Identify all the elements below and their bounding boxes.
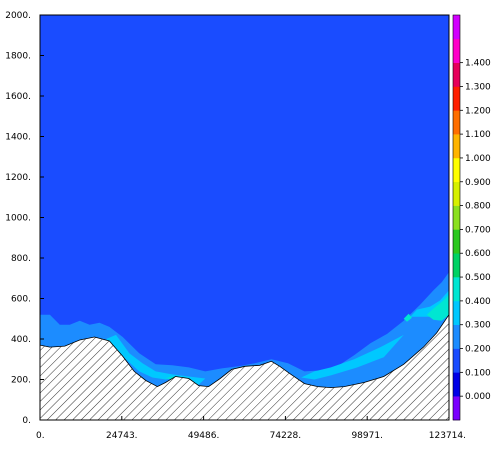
colorbar-label: 1.100 bbox=[465, 130, 491, 140]
colorbar-swatch bbox=[453, 372, 460, 397]
colorbar-swatch bbox=[453, 157, 460, 183]
contour-band-0-300-region bbox=[301, 334, 404, 380]
x-tick-label: 123714. bbox=[429, 431, 466, 441]
colorbar-label: 0.700 bbox=[465, 225, 491, 235]
y-tick-label: 0. bbox=[22, 416, 31, 426]
colorbar-swatch bbox=[453, 181, 460, 206]
colorbar-label: 0.300 bbox=[465, 321, 491, 331]
x-tick-label: 98971. bbox=[351, 431, 383, 441]
x-axis: 0. 24743. 49486. 74228. 98971. 123714. bbox=[36, 416, 466, 441]
colorbar-swatch bbox=[453, 110, 460, 135]
colorbar: 0.000 0.100 0.200 0.300 0.400 0.500 0.600 0.700… bbox=[452, 14, 491, 421]
colorbar-swatch bbox=[453, 300, 460, 325]
y-tick-label: 1600. bbox=[5, 92, 31, 102]
y-tick-label: 1800. bbox=[5, 52, 31, 62]
x-tick-label: 74228. bbox=[270, 431, 302, 441]
contour-band-0-400-region bbox=[403, 313, 412, 322]
colorbar-label: 0.200 bbox=[465, 345, 491, 355]
y-tick-label: 2000. bbox=[5, 11, 31, 21]
y-tick-label: 1000. bbox=[5, 214, 31, 224]
colorbar-swatch bbox=[453, 253, 460, 278]
colorbar-label: 1.200 bbox=[465, 106, 491, 116]
y-tick-label: 400. bbox=[11, 335, 31, 345]
contour-field bbox=[40, 15, 449, 420]
colorbar-swatch bbox=[453, 229, 460, 254]
colorbar-label: 0.000 bbox=[465, 392, 491, 402]
colorbar-label: 0.100 bbox=[465, 368, 491, 378]
terrain-hatch bbox=[40, 313, 449, 420]
colorbar-swatch bbox=[453, 277, 460, 302]
colorbar-swatch bbox=[453, 205, 460, 230]
colorbar-label: 1.000 bbox=[465, 154, 491, 164]
colorbar-swatch bbox=[453, 396, 460, 421]
colorbar-label: 1.300 bbox=[465, 82, 491, 92]
y-tick-label: 800. bbox=[11, 254, 31, 264]
y-tick-label: 200. bbox=[11, 376, 31, 386]
colorbar-swatch bbox=[453, 86, 460, 111]
colorbar-label: 0.800 bbox=[465, 202, 491, 212]
colorbar-swatch bbox=[453, 38, 460, 63]
y-axis: 0. 200. 400. 600. 800. 1000. 1200. 1400. 1600. 18… bbox=[5, 11, 44, 426]
x-tick-label: 49486. bbox=[188, 431, 220, 441]
x-tick-label: 24743. bbox=[106, 431, 138, 441]
colorbar-swatch bbox=[453, 348, 460, 373]
colorbar-label: 1.400 bbox=[465, 59, 491, 69]
contour-band-0-300-region bbox=[106, 334, 206, 385]
colorbar-swatch bbox=[453, 15, 460, 40]
colorbar-swatch bbox=[453, 62, 460, 87]
y-tick-label: 1200. bbox=[5, 173, 31, 183]
colorbar-label: 0.600 bbox=[465, 249, 491, 259]
colorbar-label: 0.500 bbox=[465, 273, 491, 283]
colorbar-swatch bbox=[453, 324, 460, 349]
contour-band-0-400-region bbox=[426, 294, 449, 321]
colorbar-swatch bbox=[453, 134, 460, 159]
y-tick-label: 600. bbox=[11, 295, 31, 305]
colorbar-frame bbox=[452, 14, 461, 421]
colorbar-label: 0.900 bbox=[465, 178, 491, 188]
colorbar-label: 0.400 bbox=[465, 297, 491, 307]
y-tick-label: 1400. bbox=[5, 133, 31, 143]
x-tick-label: 0. bbox=[36, 431, 45, 441]
